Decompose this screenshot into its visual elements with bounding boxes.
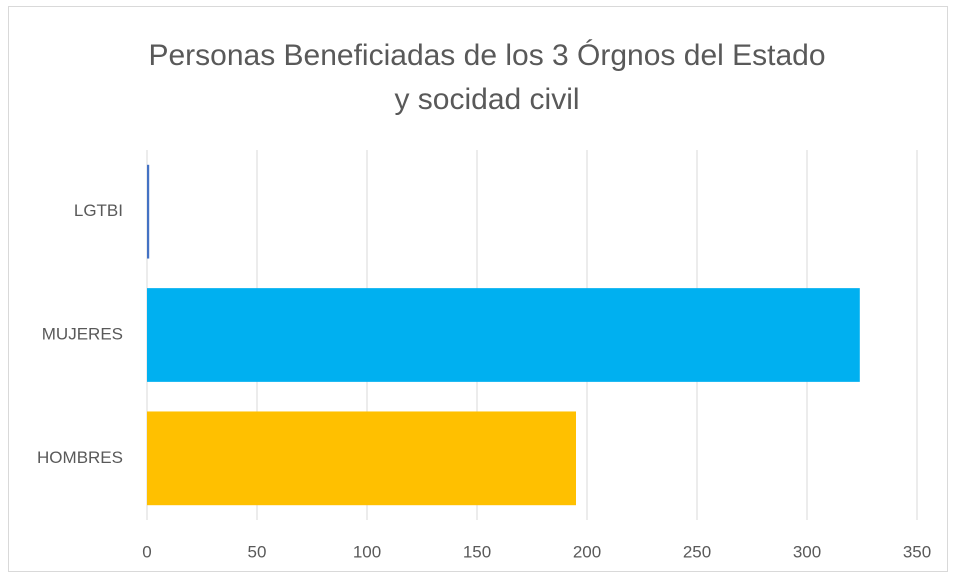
bar xyxy=(147,411,576,506)
bar xyxy=(147,164,150,259)
bar xyxy=(147,288,860,382)
chart-title: Personas Beneficiadas de los 3 Órgnos de… xyxy=(148,39,825,72)
x-tick-label: 250 xyxy=(683,542,711,561)
y-tick-label: MUJERES xyxy=(42,324,123,343)
x-tick-label: 0 xyxy=(142,542,151,561)
x-tick-label: 50 xyxy=(248,542,267,561)
x-tick-label: 100 xyxy=(353,542,381,561)
x-tick-label: 350 xyxy=(903,542,931,561)
x-tick-label: 300 xyxy=(793,542,821,561)
y-tick-label: LGTBI xyxy=(74,201,123,220)
y-tick-label: HOMBRES xyxy=(37,448,123,467)
x-tick-label: 150 xyxy=(463,542,491,561)
chart-title: y socidad civil xyxy=(394,83,579,116)
x-tick-label: 200 xyxy=(573,542,601,561)
